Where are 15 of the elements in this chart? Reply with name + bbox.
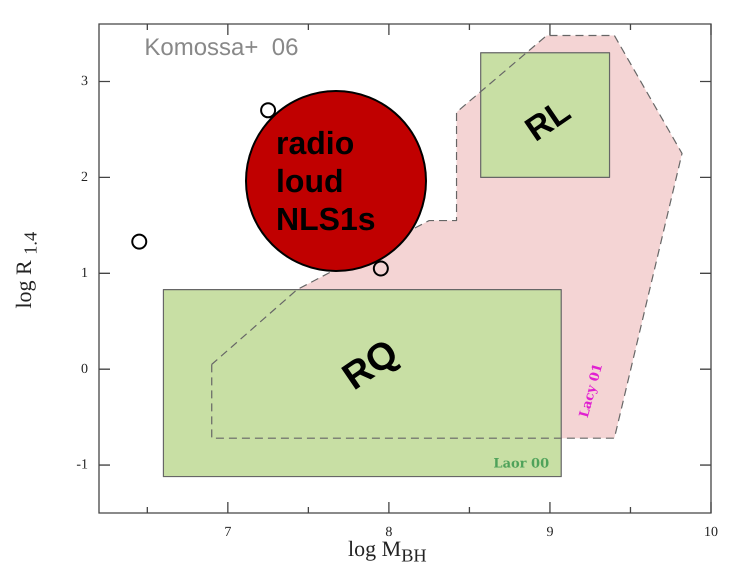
annotation: RL	[518, 92, 578, 149]
y-tick-label: 2	[81, 170, 88, 186]
circle-badge: radio loud NLS1s	[245, 90, 427, 272]
y-tick-label: -1	[76, 458, 88, 473]
annotation: RQ	[335, 332, 406, 398]
annotation: Komossa+ 06	[144, 34, 298, 62]
x-tick-label: 10	[704, 525, 718, 540]
y-tick-label: 1	[81, 266, 88, 281]
x-tick-label: 7	[224, 525, 232, 540]
x-tick-label: 9	[546, 525, 554, 540]
annotation: Laor 00	[493, 456, 550, 472]
y-tick-label: 0	[81, 362, 88, 377]
annotation: radio loud NLS1s	[276, 124, 377, 238]
y-tick-label: 3	[81, 74, 88, 90]
annotation: Lacy 01	[576, 362, 606, 420]
